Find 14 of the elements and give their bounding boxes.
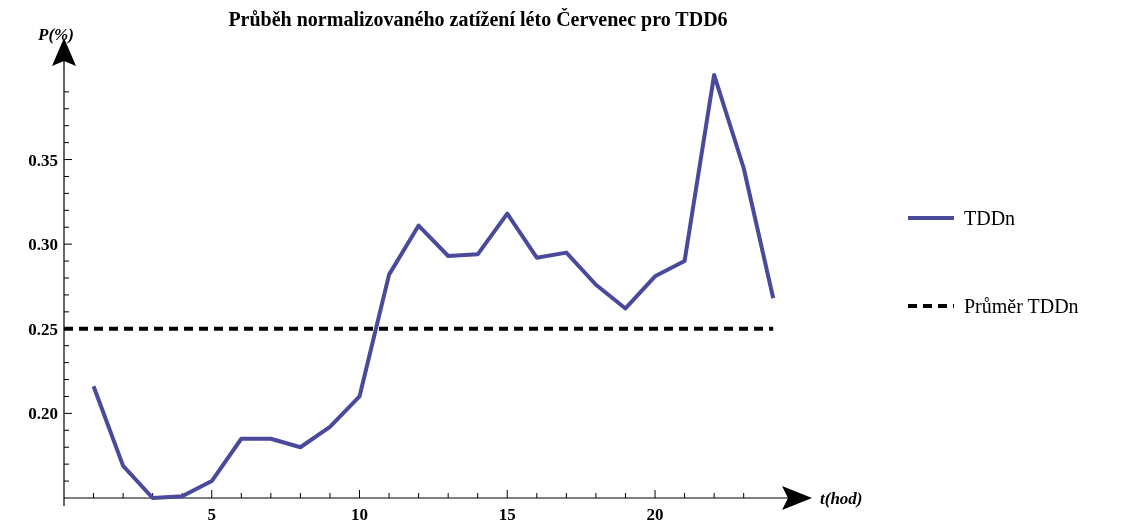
legend-label: Průměr TDDn: [964, 295, 1079, 317]
y-axis-title: P(%): [37, 25, 74, 44]
x-tick-label: 20: [646, 505, 664, 524]
x-tick-label: 10: [351, 505, 369, 524]
chart-title: Průběh normalizovaného zatížení léto Červenec pro TDD6: [228, 7, 728, 31]
x-tick-label: 15: [498, 505, 516, 524]
y-tick-label: 0.30: [28, 235, 58, 255]
legend-label: TDDn: [964, 207, 1016, 229]
x-axis-title: t(hod): [820, 489, 863, 508]
y-tick-label: 0.25: [28, 319, 58, 339]
line-series: [91, 72, 776, 500]
x-tick-label: 5: [207, 505, 217, 524]
y-tick-label: 0.20: [28, 404, 58, 424]
y-tick-label: 0.35: [28, 150, 58, 170]
